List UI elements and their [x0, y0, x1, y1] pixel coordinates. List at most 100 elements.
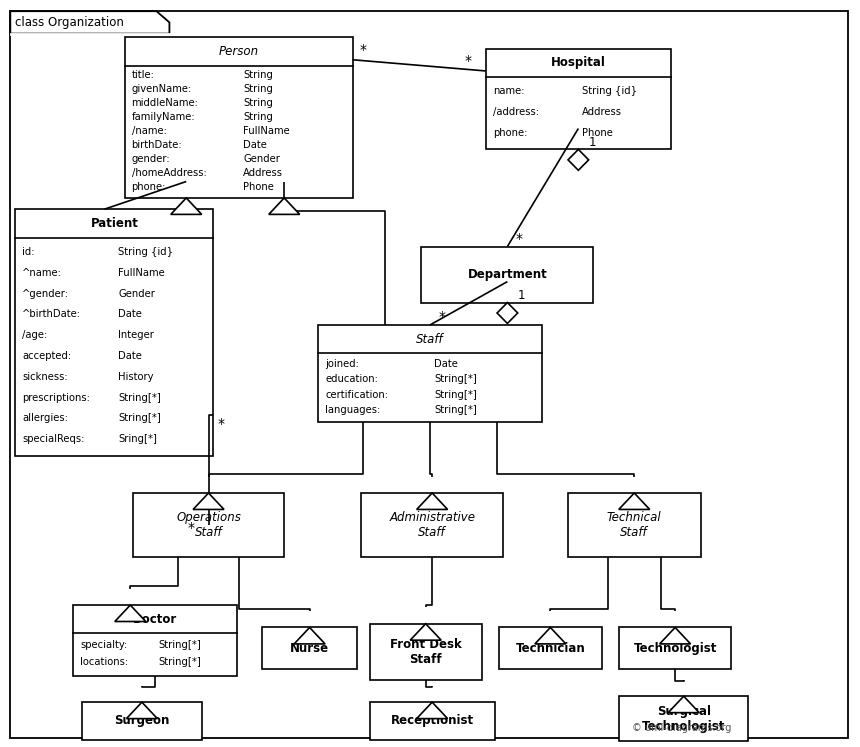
Text: Staff: Staff — [416, 332, 444, 346]
Bar — [73, 605, 236, 676]
Text: String: String — [243, 70, 273, 81]
Text: education:: education: — [325, 374, 378, 384]
Polygon shape — [660, 627, 691, 644]
Bar — [619, 696, 748, 741]
Polygon shape — [171, 198, 202, 214]
Text: FullName: FullName — [119, 268, 165, 278]
Polygon shape — [193, 493, 224, 509]
Bar — [486, 49, 671, 149]
Text: Phone: Phone — [243, 182, 274, 192]
Text: Administrative
Staff: Administrative Staff — [389, 511, 475, 539]
Text: *: * — [464, 54, 471, 68]
Bar — [370, 702, 494, 740]
Text: 1: 1 — [518, 289, 525, 302]
Text: Technician: Technician — [515, 642, 586, 654]
Text: Technologist: Technologist — [634, 642, 716, 654]
Text: specialReqs:: specialReqs: — [22, 434, 85, 444]
Text: String[*]: String[*] — [158, 657, 201, 667]
Text: Surgical
Technologist: Surgical Technologist — [642, 704, 725, 733]
Text: *: * — [516, 232, 523, 246]
Polygon shape — [115, 605, 145, 622]
Text: sickness:: sickness: — [22, 372, 68, 382]
Text: History: History — [119, 372, 154, 382]
Bar — [370, 624, 482, 680]
Text: id:: id: — [22, 247, 35, 257]
Text: accepted:: accepted: — [22, 351, 71, 361]
Text: *: * — [187, 521, 194, 536]
Text: Operations
Staff: Operations Staff — [176, 511, 241, 539]
Bar — [133, 493, 284, 557]
Text: /homeAddress:: /homeAddress: — [132, 168, 206, 178]
Text: /address:: /address: — [493, 107, 538, 117]
Text: Date: Date — [434, 359, 458, 369]
Text: FullName: FullName — [243, 126, 290, 136]
Text: Sring[*]: Sring[*] — [119, 434, 157, 444]
Text: gender:: gender: — [132, 154, 170, 164]
Polygon shape — [668, 696, 699, 713]
Text: ^name:: ^name: — [22, 268, 62, 278]
Polygon shape — [268, 198, 300, 214]
Text: title:: title: — [132, 70, 155, 81]
Text: joined:: joined: — [325, 359, 359, 369]
Text: allergies:: allergies: — [22, 413, 68, 424]
Text: certification:: certification: — [325, 390, 388, 400]
Text: 1: 1 — [588, 136, 596, 149]
Text: String {id}: String {id} — [582, 87, 637, 96]
Text: birthDate:: birthDate: — [132, 140, 182, 150]
Text: Phone: Phone — [582, 128, 613, 138]
Text: String {id}: String {id} — [119, 247, 174, 257]
Polygon shape — [416, 702, 447, 719]
Text: Department: Department — [468, 268, 547, 281]
Bar — [125, 37, 353, 198]
Text: specialty:: specialty: — [80, 640, 127, 651]
Text: Address: Address — [243, 168, 283, 178]
Text: Address: Address — [582, 107, 622, 117]
Text: *: * — [439, 310, 445, 324]
Text: languages:: languages: — [325, 405, 380, 415]
Text: name:: name: — [493, 87, 525, 96]
Polygon shape — [416, 493, 447, 509]
Text: Person: Person — [218, 45, 259, 58]
Text: Date: Date — [119, 309, 142, 320]
Text: Front Desk
Staff: Front Desk Staff — [390, 638, 462, 666]
Text: String[*]: String[*] — [119, 413, 161, 424]
Polygon shape — [535, 627, 566, 644]
Polygon shape — [410, 624, 441, 640]
Polygon shape — [10, 11, 169, 34]
Text: Doctor: Doctor — [132, 613, 177, 626]
Text: locations:: locations: — [80, 657, 128, 667]
Text: Patient: Patient — [90, 217, 138, 230]
Bar — [619, 627, 731, 669]
Text: Surgeon: Surgeon — [114, 714, 169, 728]
Text: /name:: /name: — [132, 126, 167, 136]
Text: *: * — [359, 43, 366, 57]
Text: String: String — [243, 99, 273, 108]
Text: String[*]: String[*] — [434, 374, 477, 384]
Text: ^birthDate:: ^birthDate: — [22, 309, 82, 320]
Text: String: String — [243, 112, 273, 123]
Text: *: * — [218, 417, 224, 431]
Text: Date: Date — [119, 351, 142, 361]
Text: Hospital: Hospital — [551, 56, 605, 69]
Text: familyName:: familyName: — [132, 112, 195, 123]
Text: phone:: phone: — [493, 128, 527, 138]
Text: ^gender:: ^gender: — [22, 288, 70, 299]
Text: /age:: /age: — [22, 330, 47, 340]
Bar — [568, 493, 701, 557]
Text: Technical
Staff: Technical Staff — [607, 511, 661, 539]
Text: Integer: Integer — [119, 330, 154, 340]
Text: phone:: phone: — [132, 182, 166, 192]
Text: Receptionist: Receptionist — [390, 714, 474, 728]
Text: middleName:: middleName: — [132, 99, 199, 108]
Bar — [499, 627, 602, 669]
Polygon shape — [294, 627, 325, 644]
Bar — [421, 247, 593, 303]
Bar — [15, 209, 213, 456]
Text: String[*]: String[*] — [158, 640, 201, 651]
Polygon shape — [568, 149, 588, 170]
Text: prescriptions:: prescriptions: — [22, 392, 90, 403]
Text: String[*]: String[*] — [119, 392, 161, 403]
Bar — [82, 702, 202, 740]
Text: Gender: Gender — [119, 288, 155, 299]
Text: givenName:: givenName: — [132, 84, 192, 94]
